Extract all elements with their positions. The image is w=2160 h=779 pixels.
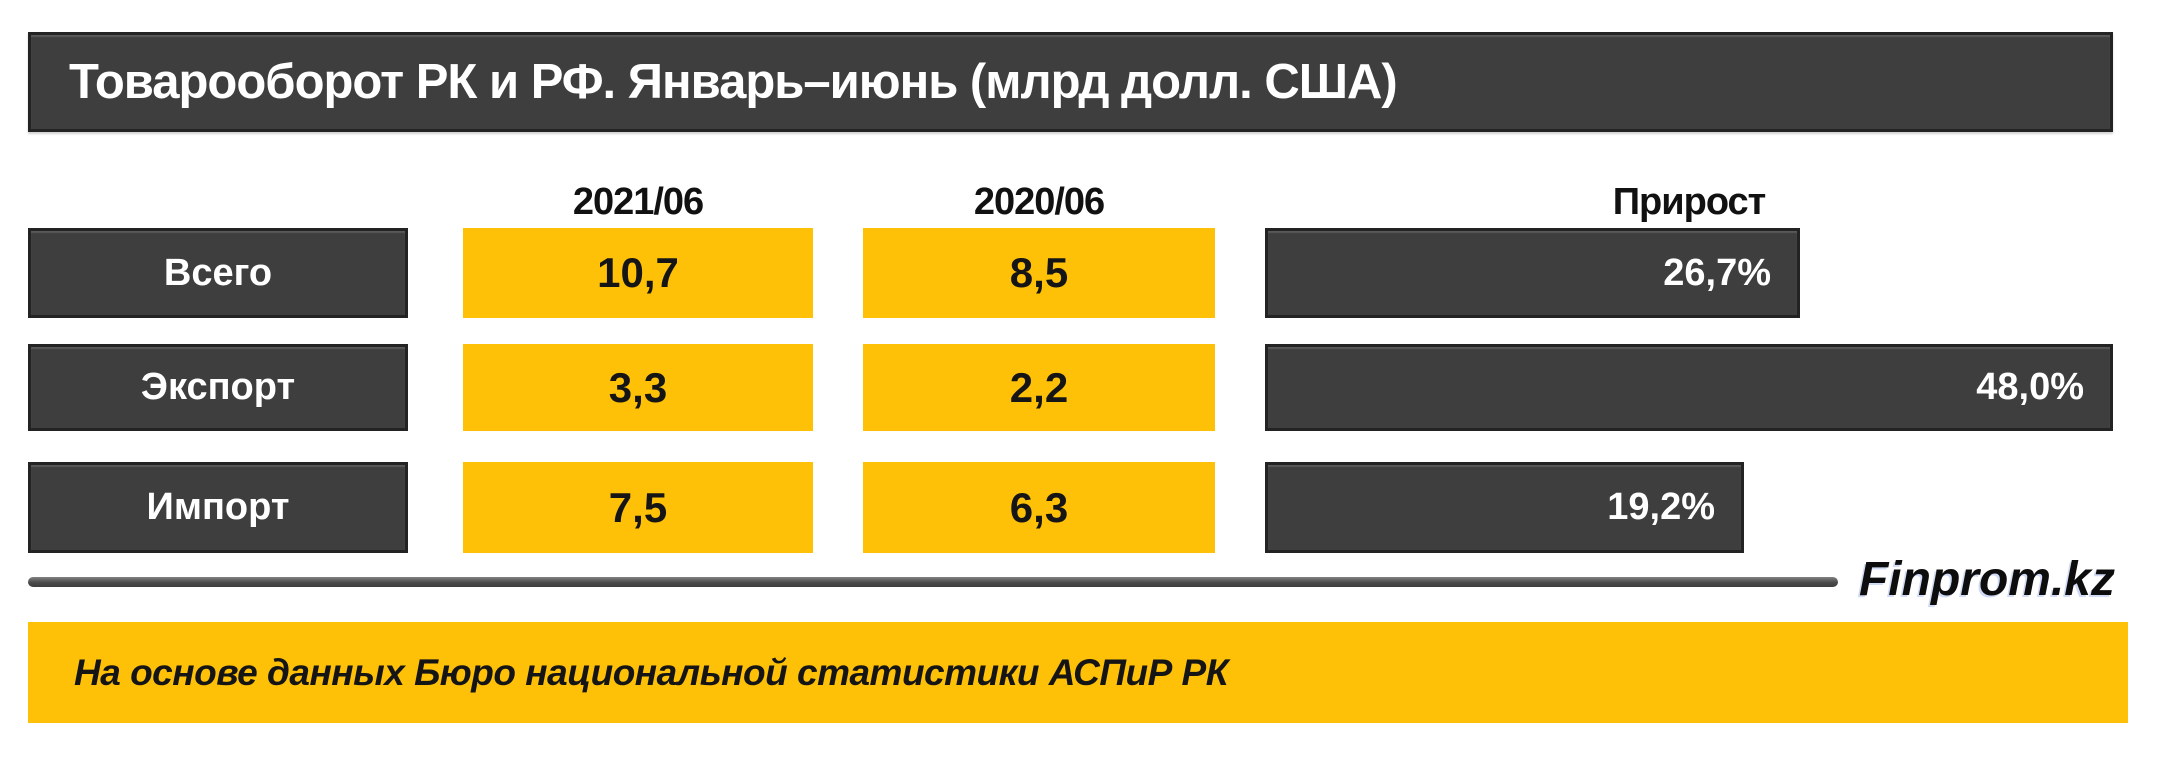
- table-row-total: Всего 10,7 8,5 26,7%: [28, 228, 2160, 318]
- value-2020-export: 2,2: [863, 344, 1215, 431]
- value-2021-total: 10,7: [463, 228, 813, 318]
- table-row-import: Импорт 7,5 6,3 19,2%: [28, 462, 2160, 553]
- divider-line: [28, 577, 1838, 587]
- column-header-growth: Прирост: [1612, 180, 1767, 223]
- page-title: Товарооборот РК и РФ. Январь–июнь (млрд …: [69, 55, 1398, 109]
- value-2021-export: 3,3: [463, 344, 813, 431]
- growth-bar-total: 26,7%: [1265, 228, 1800, 318]
- value-2020-total: 8,5: [863, 228, 1215, 318]
- value-2021-import: 7,5: [463, 462, 813, 553]
- row-label-export: Экспорт: [28, 344, 408, 431]
- brand-logo: Finprom.kz: [1858, 553, 2115, 606]
- title-bar: Товарооборот РК и РФ. Январь–июнь (млрд …: [28, 32, 2113, 132]
- column-header-2020-06: 2020/06: [973, 180, 1105, 223]
- source-note-bar: На основе данных Бюро национальной стати…: [28, 622, 2128, 723]
- row-label-total: Всего: [28, 228, 408, 318]
- growth-bar-import: 19,2%: [1265, 462, 1744, 553]
- table-row-export: Экспорт 3,3 2,2 48,0%: [28, 344, 2160, 431]
- source-note-text: На основе данных Бюро национальной стати…: [74, 651, 1228, 693]
- value-2020-import: 6,3: [863, 462, 1215, 553]
- column-header-2021-06: 2021/06: [572, 180, 704, 223]
- growth-bar-export: 48,0%: [1265, 344, 2113, 431]
- row-label-import: Импорт: [28, 462, 408, 553]
